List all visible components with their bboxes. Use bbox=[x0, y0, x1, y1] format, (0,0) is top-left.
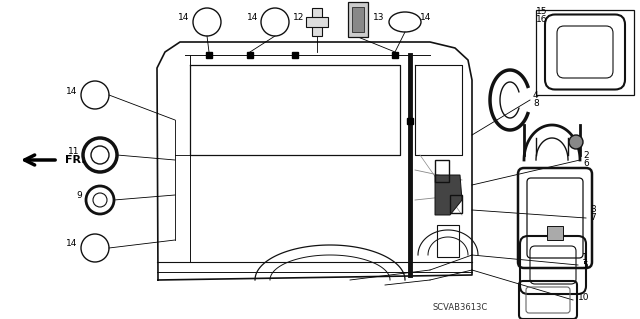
Bar bbox=[547, 226, 563, 240]
Text: 14: 14 bbox=[66, 240, 77, 249]
Text: 5: 5 bbox=[582, 262, 588, 271]
Bar bbox=[450, 195, 462, 213]
Bar bbox=[247, 52, 253, 58]
Text: 8: 8 bbox=[533, 100, 539, 108]
Bar bbox=[348, 2, 368, 37]
Text: 3: 3 bbox=[590, 205, 596, 214]
Text: 13: 13 bbox=[373, 13, 385, 23]
Bar bbox=[435, 160, 449, 182]
Text: 14: 14 bbox=[420, 13, 431, 23]
Text: 2: 2 bbox=[583, 152, 589, 160]
Text: 7: 7 bbox=[590, 213, 596, 222]
Text: 1: 1 bbox=[582, 254, 588, 263]
Bar bbox=[306, 17, 328, 27]
Bar bbox=[312, 8, 322, 36]
Text: 16: 16 bbox=[536, 16, 547, 25]
Bar bbox=[392, 52, 398, 58]
Bar bbox=[407, 118, 413, 124]
Text: 15: 15 bbox=[536, 8, 547, 17]
Text: 14: 14 bbox=[66, 86, 77, 95]
Text: 9: 9 bbox=[76, 191, 82, 201]
Text: 10: 10 bbox=[578, 293, 589, 301]
Text: FR.: FR. bbox=[65, 155, 86, 165]
Bar bbox=[292, 52, 298, 58]
Bar bbox=[536, 10, 634, 95]
Text: 4: 4 bbox=[533, 92, 539, 100]
Text: SCVAB3613C: SCVAB3613C bbox=[433, 303, 488, 313]
Polygon shape bbox=[435, 175, 462, 215]
Text: 12: 12 bbox=[292, 13, 304, 23]
Text: 11: 11 bbox=[67, 146, 79, 155]
Bar bbox=[352, 7, 364, 32]
Circle shape bbox=[569, 135, 583, 149]
Text: 6: 6 bbox=[583, 160, 589, 168]
Bar bbox=[437, 225, 459, 257]
Bar bbox=[206, 52, 212, 58]
Text: 14: 14 bbox=[178, 13, 189, 23]
Text: 14: 14 bbox=[246, 13, 258, 23]
